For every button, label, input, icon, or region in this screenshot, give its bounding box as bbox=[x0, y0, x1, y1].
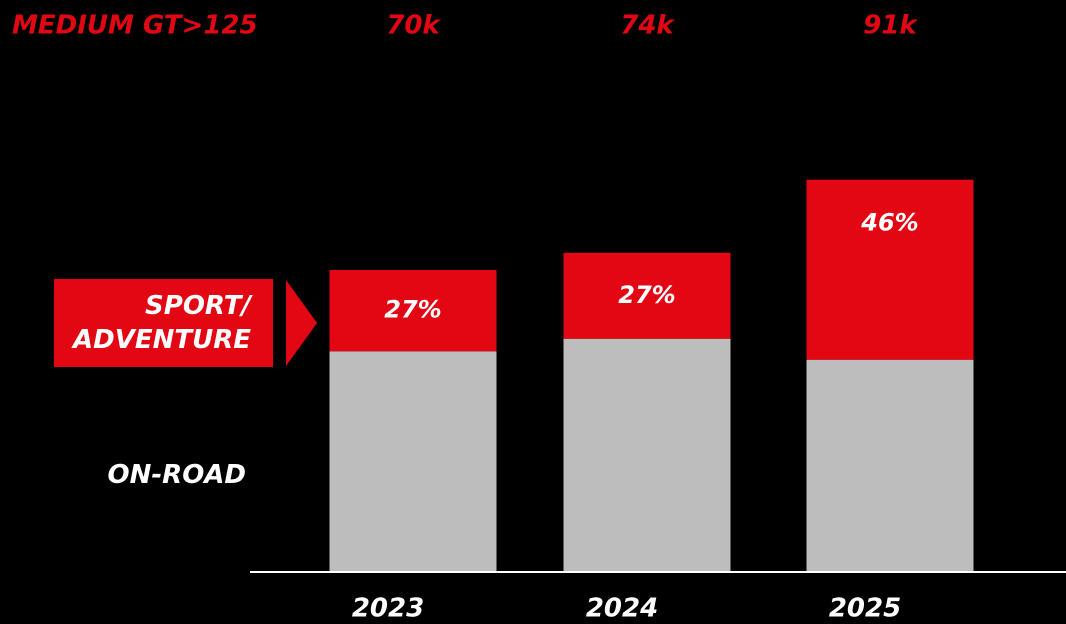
total-label: 91k bbox=[863, 11, 918, 41]
bar-segment bbox=[563, 252, 731, 339]
legend-on-road: ON-ROAD bbox=[107, 460, 246, 490]
bar-segment bbox=[563, 338, 731, 571]
value-label: 27% bbox=[384, 296, 441, 324]
x-tick-label: 2025 bbox=[829, 594, 901, 624]
total-label: 70k bbox=[386, 11, 441, 41]
total-label: 74k bbox=[620, 11, 675, 41]
value-label: 27% bbox=[618, 281, 675, 309]
x-tick-label: 2023 bbox=[352, 594, 424, 624]
value-label: 46% bbox=[860, 209, 918, 237]
legend-sport-adventure: SPORT/ ADVENTURE bbox=[54, 279, 273, 367]
chart-title: MEDIUM GT>125 bbox=[12, 11, 258, 41]
bar-segment bbox=[329, 351, 497, 571]
legend-arrow bbox=[286, 280, 317, 366]
bar-segment bbox=[806, 179, 974, 360]
x-tick-label: 2024 bbox=[586, 594, 658, 624]
bar-segment bbox=[329, 270, 497, 352]
bar-segment bbox=[806, 359, 974, 571]
